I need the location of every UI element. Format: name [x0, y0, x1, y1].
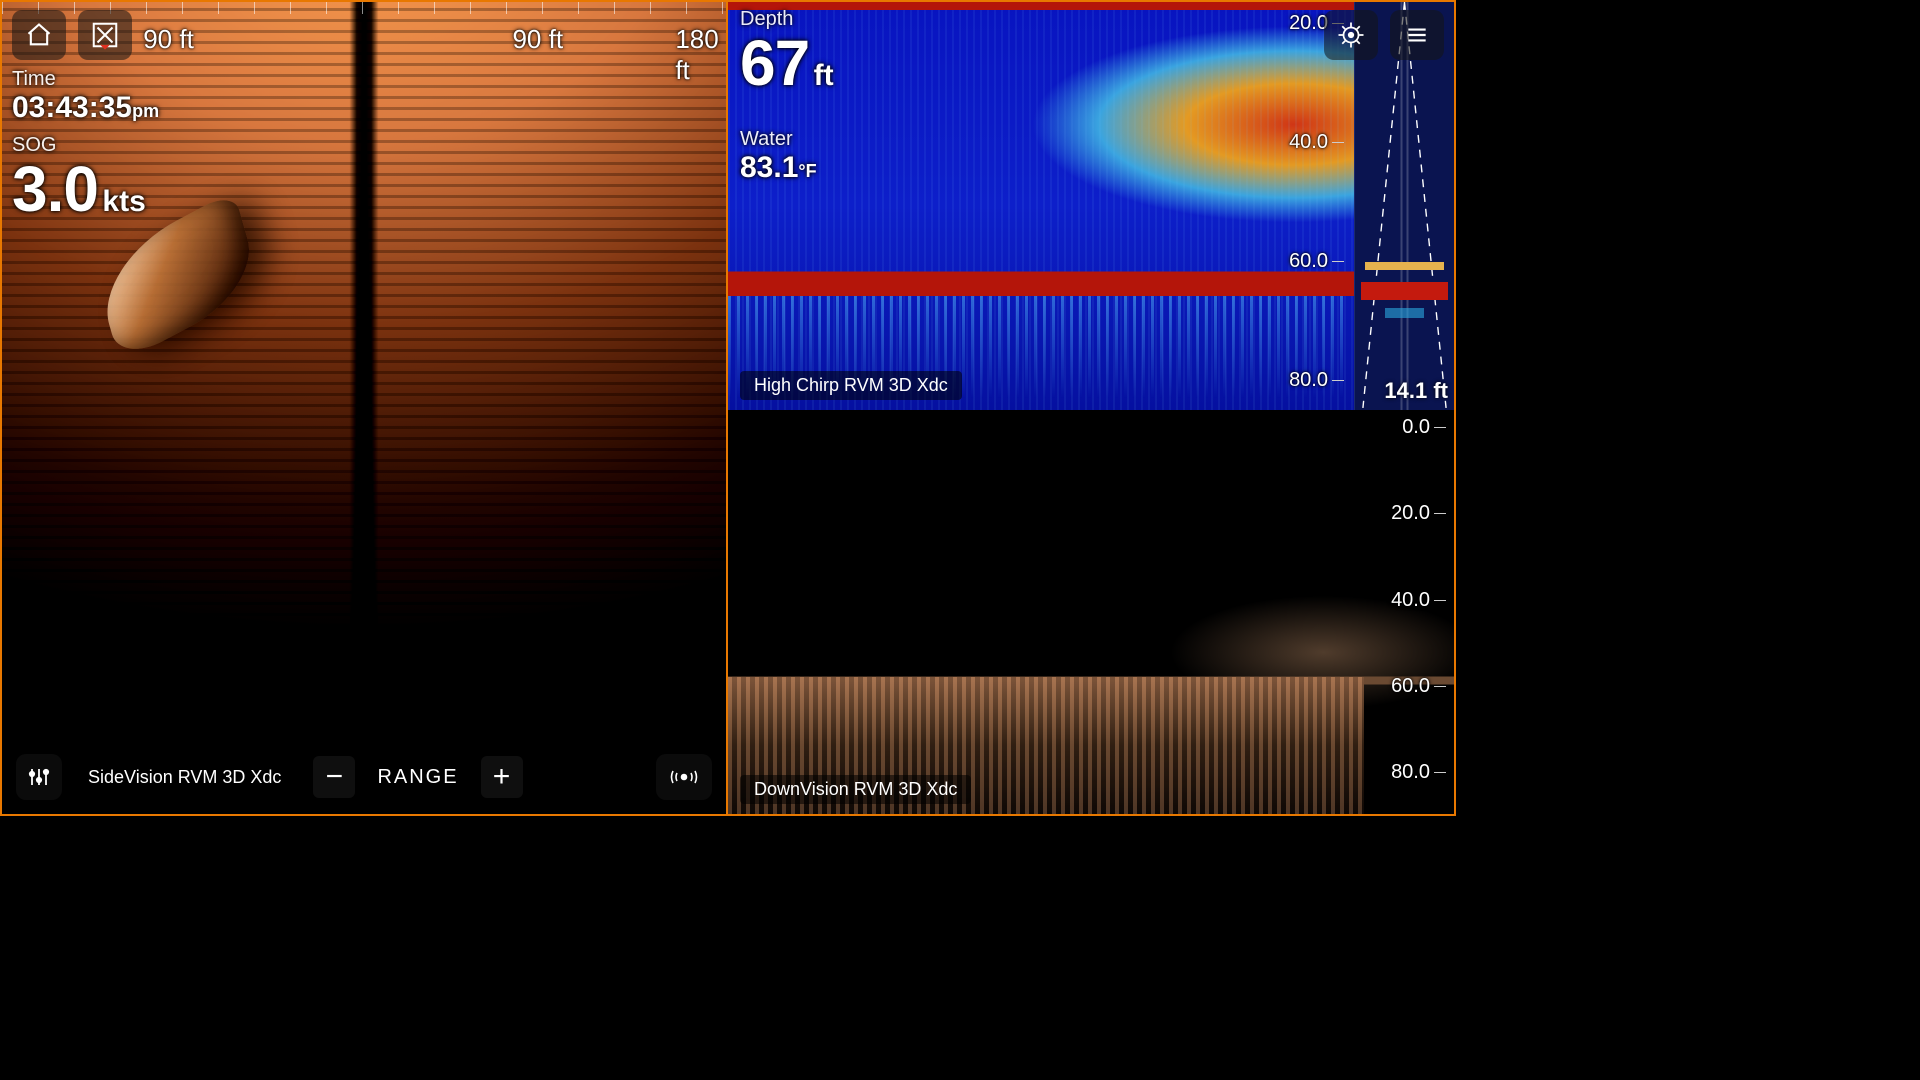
- channel-tag: SideVision RVM 3D Xdc: [74, 763, 295, 792]
- sidevision-pane[interactable]: 90 ft 90 ft 180 ft: [0, 0, 728, 816]
- depth-value: 67 ft: [740, 31, 834, 95]
- range-control: − RANGE +: [307, 752, 528, 802]
- channel-tag: DownVision RVM 3D Xdc: [740, 775, 971, 804]
- time-value: 03:43:35pm: [12, 91, 159, 125]
- chirp-image: [728, 2, 1454, 410]
- cancel-waypoint-button[interactable]: [78, 10, 132, 60]
- time-label: Time: [12, 68, 159, 91]
- water-label: Water: [740, 128, 817, 151]
- menu-icon: [1404, 22, 1430, 48]
- waypoint-cancel-icon: [90, 20, 120, 50]
- downvision-image: [728, 410, 1454, 814]
- range-minus-button[interactable]: −: [313, 756, 355, 798]
- sog-value: 3.0 kts: [12, 157, 146, 221]
- downvision-pane[interactable]: 0.0 20.0 40.0 60.0 80.0 DownVision RVM 3…: [728, 410, 1456, 816]
- adjust-button[interactable]: [16, 754, 62, 800]
- home-button[interactable]: [12, 10, 66, 60]
- ping-button[interactable]: [656, 754, 712, 800]
- depth-label: Depth: [740, 8, 834, 31]
- channel-tag: High Chirp RVM 3D Xdc: [740, 371, 962, 400]
- chirp-pane[interactable]: 14.1 ft Depth: [728, 0, 1456, 410]
- menu-button[interactable]: [1390, 10, 1444, 60]
- sog-label: SOG: [12, 134, 146, 157]
- ascope-readout: 14.1 ft: [1384, 378, 1448, 404]
- helm-button[interactable]: [1324, 10, 1378, 60]
- range-label: RANGE: [367, 766, 468, 789]
- range-plus-button[interactable]: +: [481, 756, 523, 798]
- sliders-icon: [27, 765, 51, 789]
- a-scope: 14.1 ft: [1354, 2, 1454, 410]
- helm-icon: [1336, 20, 1366, 50]
- water-value: 83.1°F: [740, 151, 817, 185]
- home-icon: [25, 21, 53, 49]
- ping-icon: [669, 765, 699, 789]
